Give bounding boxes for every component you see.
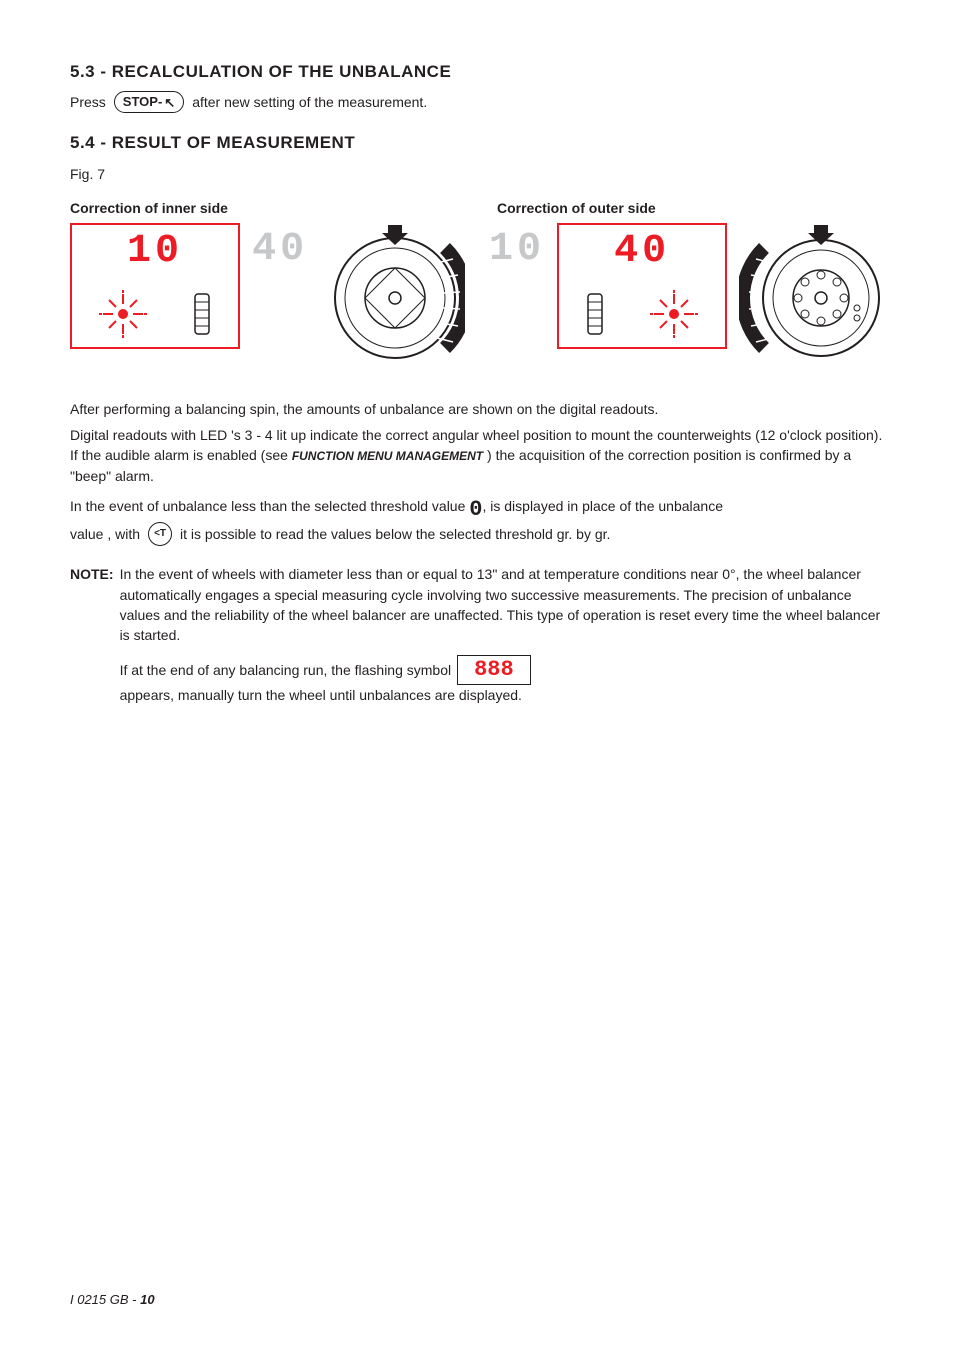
footer-page: 10 (140, 1292, 154, 1307)
p3-text-a: In the event of unbalance less than the … (70, 498, 469, 514)
inner-dim-value: 40 (252, 230, 308, 270)
zero-symbol-icon: 0 (469, 497, 482, 522)
figure-label: Fig. 7 (70, 164, 884, 184)
note-body-2: If at the end of any balancing run, the … (120, 655, 884, 705)
lt-button[interactable]: <T (148, 522, 172, 546)
correction-inner-label: Correction of inner side (70, 198, 457, 218)
press-stop-row: Press STOP-↖ after new setting of the me… (70, 91, 884, 114)
display-outer-dim: 10 (489, 223, 545, 349)
display-outer: 40 (557, 223, 727, 349)
heading-5-4: 5.4 - RESULT OF MEASUREMENT (70, 131, 884, 156)
paragraph-2: Digital readouts with LED 's 3 - 4 lit u… (70, 425, 884, 486)
display-inner: 10 (70, 223, 240, 349)
p4-text-b: it is possible to read the values below … (180, 524, 610, 544)
note-block: NOTE: In the event of wheels with diamet… (70, 564, 884, 705)
page-footer: I 0215 GB - 10 (70, 1291, 155, 1310)
p4-text-a: value , with (70, 524, 140, 544)
flash-symbol-box: 888 (457, 655, 531, 685)
paragraph-1: After performing a balancing spin, the a… (70, 399, 884, 419)
note2-text-b: appears, manually turn the wheel until u… (120, 685, 522, 705)
note2-text-a: If at the end of any balancing run, the … (120, 660, 452, 680)
flash-symbol: 888 (474, 657, 514, 682)
outer-dim-value: 10 (489, 230, 545, 270)
press-label: Press (70, 92, 106, 112)
footer-code: I 0215 GB (70, 1292, 129, 1307)
led-star-outer-right-icon (650, 290, 698, 338)
stop-button[interactable]: STOP-↖ (114, 91, 184, 114)
p3-text-b: , is displayed in place of the unbalance (482, 498, 723, 514)
paragraph-3: In the event of unbalance less than the … (70, 496, 884, 516)
cursor-arrow-icon: ↖ (164, 96, 175, 109)
inner-active-value: 10 (127, 232, 183, 272)
wheel-outer-illustration (739, 223, 884, 363)
function-menu-ref: FUNCTION MENU MANAGEMENT (292, 449, 483, 463)
heading-5-3: 5.3 - RECALCULATION OF THE UNBALANCE (70, 60, 884, 85)
bar-scale-inner-icon (193, 292, 211, 336)
display-inner-dim: 40 (252, 223, 308, 349)
paragraph-4: value , with <T it is possible to read t… (70, 522, 884, 546)
footer-sep: - (129, 1292, 141, 1307)
bar-scale-outer-icon (586, 292, 604, 336)
led-star-inner-left-icon (99, 290, 147, 338)
outer-active-value: 40 (614, 232, 670, 272)
note-label: NOTE: (70, 564, 114, 705)
after-text: after new setting of the measurement. (192, 92, 427, 112)
stop-button-label: STOP- (123, 93, 163, 112)
wheel-inner-illustration (320, 223, 465, 363)
correction-outer-label: Correction of outer side (497, 198, 884, 218)
note-body-1: In the event of wheels with diameter les… (120, 564, 884, 645)
